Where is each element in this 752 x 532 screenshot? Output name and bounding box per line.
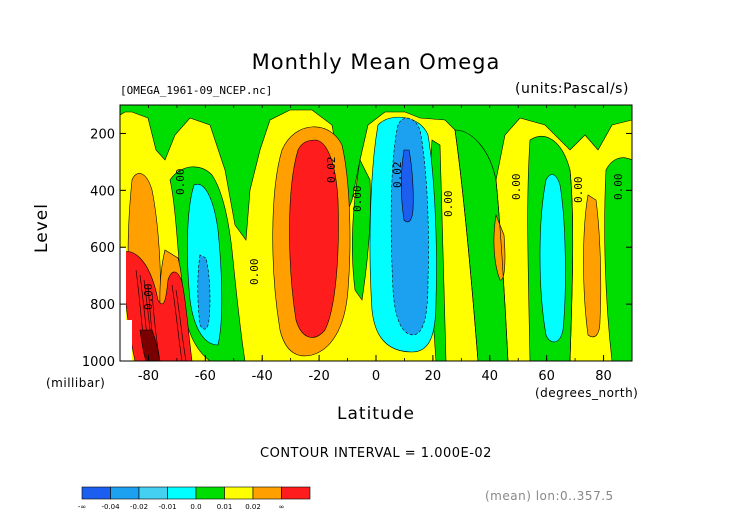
y-tick-label: 800: [90, 298, 115, 313]
y-tick-label: 600: [90, 241, 115, 256]
legend-colorbar: -∞ -0.04 -0.02 -0.01 0.0 0.01 0.02 ∞: [78, 486, 311, 511]
x-axis-label: Latitude: [337, 404, 415, 424]
x-axis: -80 -60 -40 -20 0 20 40 60 80: [119, 105, 633, 384]
contour-label: 0.02: [325, 157, 338, 184]
contour-label: 0.00: [572, 177, 585, 204]
contour-label: 0.00: [612, 174, 625, 201]
legend-swatch: [252, 486, 282, 500]
y-tick-label: 1000: [82, 355, 115, 370]
legend-label: -∞: [78, 503, 86, 511]
legend-swatch: [81, 486, 111, 500]
dark-core-antarctic: [139, 329, 161, 361]
contour-field: [120, 105, 632, 361]
y-axis-label: Level: [32, 203, 52, 253]
orange-region-north-b: [583, 194, 602, 338]
legend-swatch: [281, 486, 311, 500]
contour-label-group: 0.00 0.00 0.02 0.00 0.02 0.00 0.00 0.00 …: [142, 157, 625, 311]
legend-label: 0.02: [245, 503, 261, 511]
contour-label: 0.00: [442, 191, 455, 218]
orange-region-north-a: [493, 213, 506, 281]
contour-label: 0.00: [510, 174, 523, 201]
x-tick-label: 40: [482, 369, 499, 384]
green-band-north-c: [604, 157, 632, 361]
x-tick-label: -20: [308, 369, 329, 384]
contour-label: 0.00: [174, 169, 187, 196]
contour-label: 0.00: [351, 186, 364, 213]
x-tick-label: 60: [538, 369, 555, 384]
units-label: (units:Pascal/s): [515, 81, 629, 97]
legend-label: 0.0: [190, 503, 201, 511]
x-tick-label: -40: [252, 369, 273, 384]
x-tick-label: 20: [425, 369, 442, 384]
legend-label: -0.02: [130, 503, 148, 511]
legend-label: 0.01: [217, 503, 233, 511]
contour-label: 0.00: [248, 259, 261, 286]
legend-label: -0.01: [158, 503, 176, 511]
y-tick-label: 200: [90, 127, 115, 142]
contour-label: 0.02: [391, 162, 404, 189]
legend-label: -0.04: [101, 503, 120, 511]
contour-interval-text: CONTOUR INTERVAL = 1.000E-02: [260, 446, 492, 461]
red-region-antarctic: [121, 251, 193, 361]
y-tick-label: 400: [90, 184, 115, 199]
averaging-footnote: (mean) lon:0..357.5: [485, 489, 614, 503]
y-axis: 200 400 600 800 1000: [82, 127, 632, 370]
x-tick-label: 0: [372, 369, 380, 384]
source-label: [OMEGA_1961-09_NCEP.nc]: [120, 84, 273, 97]
blue-core-equator: [401, 149, 414, 223]
legend-swatch: [167, 486, 197, 500]
red-region-subtropic: [289, 139, 339, 338]
x-tick-label: 80: [595, 369, 612, 384]
blue-region-equator: [390, 117, 429, 336]
zero-contour-lines: [454, 129, 574, 361]
y-axis-units: (millibar): [46, 376, 106, 390]
contour-label: 0.00: [142, 284, 155, 311]
legend-swatch: [110, 486, 140, 500]
x-axis-units: (degrees_north): [535, 386, 639, 400]
x-tick-label: -60: [195, 369, 216, 384]
legend-swatch: [138, 486, 168, 500]
x-tick-label: -80: [138, 369, 159, 384]
blue-region-south: [197, 254, 211, 330]
chart-title: Monthly Mean Omega: [251, 50, 501, 74]
legend-label: ∞: [279, 503, 285, 511]
cyan-region-north: [539, 174, 566, 343]
legend-swatch: [195, 486, 225, 500]
legend-swatch: [224, 486, 254, 500]
